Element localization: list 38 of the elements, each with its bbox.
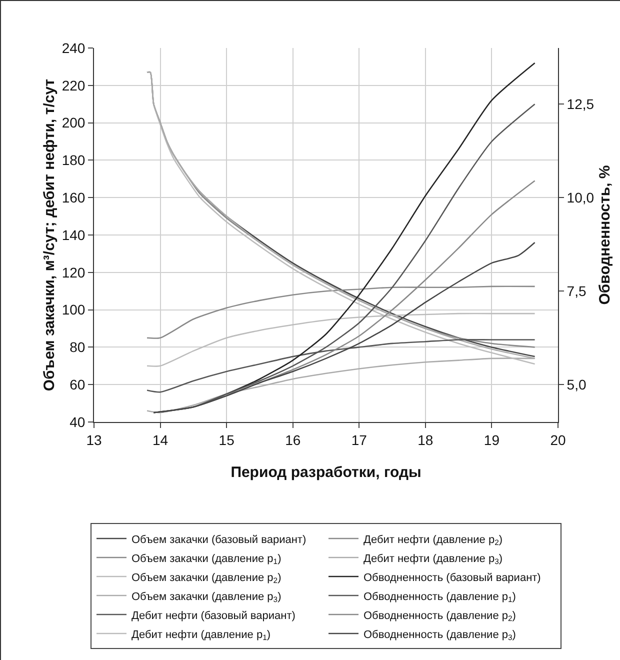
y2-axis-title: Обводненность, % bbox=[596, 165, 614, 305]
y-tick-label: 80 bbox=[70, 339, 86, 356]
legend-label: Дебит нефти (базовый вариант) bbox=[132, 610, 296, 622]
x-tick-label: 17 bbox=[351, 432, 368, 448]
x-tick-label: 14 bbox=[152, 432, 168, 448]
legend-label: Обводненность (давление p$_{3}$) bbox=[364, 628, 516, 642]
x-axis-title: Период разработки, годы bbox=[230, 464, 422, 481]
legend-label: Дебит нефти (давление p$_{1}$) bbox=[132, 628, 271, 642]
y2-tick-label: 7,5 bbox=[566, 283, 586, 299]
y-tick-label: 120 bbox=[62, 264, 86, 280]
y-tick-label: 220 bbox=[62, 77, 86, 94]
legend-label: Обводненность (базовый вариант) bbox=[364, 572, 541, 584]
legend-label: Объем закачки (давление p$_{2}$) bbox=[132, 572, 282, 586]
legend-label: Обводненность (давление p$_{2}$) bbox=[364, 610, 516, 624]
x-tick-label: 20 bbox=[550, 432, 566, 448]
y2-tick-label: 12,5 bbox=[566, 96, 594, 112]
y-tick-label: 160 bbox=[62, 190, 86, 206]
y2-tick-label: 10,0 bbox=[566, 190, 594, 206]
x-tick-label: 15 bbox=[218, 432, 235, 448]
legend-label: Дебит нефти (давление p$_{2}$) bbox=[364, 534, 503, 548]
x-tick-label: 18 bbox=[418, 432, 434, 448]
x-tick-label: 19 bbox=[484, 432, 500, 448]
legend-label: Объем закачки (базовый вариант) bbox=[132, 534, 306, 546]
y-tick-label: 40 bbox=[70, 414, 86, 430]
y-tick-label: 240 bbox=[62, 40, 86, 56]
y2-tick-label: 5,0 bbox=[566, 376, 586, 392]
legend-label: Дебит нефти (давление p$_{3}$) bbox=[364, 552, 503, 566]
y-tick-label: 60 bbox=[70, 376, 86, 392]
y-tick-label: 140 bbox=[62, 226, 86, 243]
legend-label: Объем закачки (давление p$_{3}$) bbox=[132, 590, 282, 604]
y-tick-label: 200 bbox=[62, 114, 86, 131]
legend-label: Обводненность (давление p$_{1}$) bbox=[364, 590, 516, 604]
legend-label: Объем закачки (давление p$_{1}$) bbox=[132, 552, 282, 566]
y-axis-title: Объем закачки, м³/сут; дебит нефти, т/сут bbox=[41, 78, 58, 392]
y-tick-label: 180 bbox=[62, 152, 86, 168]
y-tick-label: 100 bbox=[62, 302, 86, 318]
x-tick-label: 13 bbox=[86, 432, 102, 448]
x-tick-label: 16 bbox=[285, 432, 301, 448]
